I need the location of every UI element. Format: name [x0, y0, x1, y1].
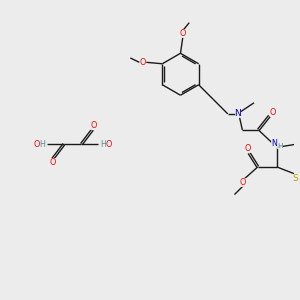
Text: H: H: [40, 140, 45, 149]
Text: O: O: [180, 29, 186, 38]
Text: O: O: [140, 58, 146, 67]
Text: O: O: [50, 158, 56, 167]
Text: O: O: [270, 108, 276, 117]
Text: O: O: [245, 144, 251, 153]
Text: N: N: [235, 110, 241, 118]
Text: N: N: [272, 139, 277, 148]
Text: H: H: [278, 142, 283, 148]
Text: O: O: [91, 121, 97, 130]
Text: S: S: [292, 174, 298, 183]
Text: H: H: [100, 140, 106, 149]
Text: O: O: [106, 140, 112, 149]
Text: O: O: [240, 178, 246, 187]
Text: O: O: [33, 140, 40, 149]
